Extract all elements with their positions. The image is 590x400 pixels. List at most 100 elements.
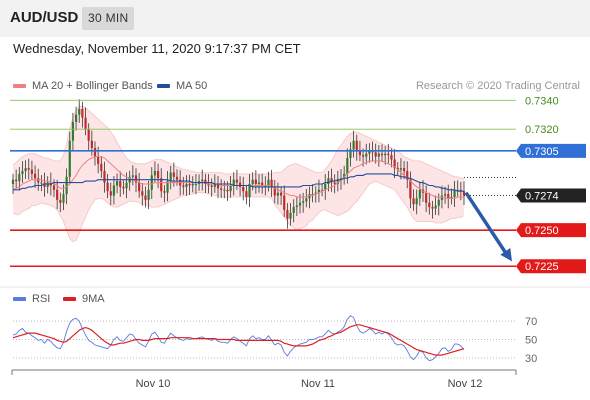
legend-9ma-label: 9MA xyxy=(82,293,105,305)
candle-body xyxy=(103,171,106,183)
candle-body xyxy=(349,149,352,159)
legend-ma20: MA 20 + Bollinger Bands xyxy=(13,80,153,92)
candle xyxy=(349,142,352,167)
candle-body xyxy=(169,172,172,182)
candle xyxy=(286,203,289,229)
forecast-arrow-shaft xyxy=(464,191,508,255)
candle xyxy=(456,180,459,198)
bb-upper-line xyxy=(12,105,464,179)
candle-body xyxy=(440,195,444,200)
level-label-resistance: 0.7320 xyxy=(525,124,559,136)
candle-body xyxy=(399,168,403,170)
legend-rsi-label: RSI xyxy=(32,293,51,305)
candle-body xyxy=(27,168,30,170)
candle-body xyxy=(100,163,103,172)
candle xyxy=(283,185,286,217)
candle-body xyxy=(302,201,305,203)
candle xyxy=(30,160,34,180)
ma20-swatch xyxy=(13,84,26,88)
candle-body xyxy=(235,179,239,183)
candle xyxy=(254,170,257,194)
candle-body xyxy=(292,207,295,213)
candle-body xyxy=(276,192,280,196)
candle xyxy=(78,99,81,123)
candle-body xyxy=(40,182,43,184)
x-tick-label: Nov 10 xyxy=(136,378,171,390)
x-tick-label: Nov 11 xyxy=(301,378,335,390)
candle-body xyxy=(37,178,40,183)
candle-body xyxy=(456,189,459,191)
candle-body xyxy=(295,205,298,208)
candle xyxy=(279,186,283,206)
level-label-support: 0.7225 xyxy=(525,261,559,273)
candle-body xyxy=(279,192,283,196)
candle-body xyxy=(327,178,330,185)
candle xyxy=(450,188,453,205)
candle-body xyxy=(131,175,134,177)
candle-body xyxy=(172,172,175,177)
candle xyxy=(276,182,280,205)
candle xyxy=(56,179,59,210)
rsi-tick-label: 70 xyxy=(525,316,537,328)
candle xyxy=(150,167,153,199)
candle xyxy=(355,134,358,161)
candle-body xyxy=(317,189,321,193)
candle-body xyxy=(125,182,128,189)
rsi-tick-label: 50 xyxy=(525,335,537,347)
candle xyxy=(74,106,78,131)
candle xyxy=(412,189,415,211)
candle-body xyxy=(283,195,286,210)
candle xyxy=(21,161,24,183)
candle-body xyxy=(286,209,289,219)
candle-body xyxy=(346,158,349,174)
candle-body xyxy=(431,207,434,209)
candle-body xyxy=(33,173,37,179)
candle-body xyxy=(144,195,147,200)
candle xyxy=(188,174,191,195)
candle xyxy=(374,143,377,164)
candle-body xyxy=(406,171,409,180)
candle-body xyxy=(226,189,229,192)
candle xyxy=(191,176,194,193)
candle-body xyxy=(251,179,254,185)
candle xyxy=(428,192,431,215)
candle xyxy=(380,144,384,163)
rsi-9ma-line xyxy=(12,324,465,356)
candle-body xyxy=(311,194,314,196)
level-tag-support xyxy=(516,259,586,274)
candle-body xyxy=(84,117,87,130)
candle-body xyxy=(434,205,437,209)
bb-lower-line xyxy=(12,180,465,243)
candle-body xyxy=(21,171,24,174)
candle-body xyxy=(191,184,194,186)
candle-body xyxy=(377,153,380,157)
legend-ma20-label: MA 20 + Bollinger Bands xyxy=(32,80,153,92)
candle xyxy=(273,179,276,204)
candle-body xyxy=(62,194,65,203)
chart-header: AUD/USD 30 MIN xyxy=(0,0,590,37)
candle-body xyxy=(78,108,81,115)
candle-body xyxy=(106,182,109,192)
timeframe-badge[interactable]: 30 MIN xyxy=(82,7,135,30)
candle-body xyxy=(245,191,248,197)
candle-body xyxy=(74,114,78,122)
candle-body xyxy=(59,199,62,203)
candle xyxy=(229,175,232,198)
candle xyxy=(311,184,314,203)
candle xyxy=(415,189,418,215)
candle xyxy=(453,181,456,207)
candle-body xyxy=(90,140,93,148)
candle xyxy=(396,162,399,176)
candle xyxy=(289,203,292,226)
candle-body xyxy=(330,178,333,183)
candle-body xyxy=(115,181,119,186)
candle-body xyxy=(119,181,122,187)
candle-body xyxy=(93,147,97,157)
rsi-tick-label: 30 xyxy=(525,353,537,365)
candle xyxy=(40,175,43,192)
candle-body xyxy=(412,198,415,205)
candle xyxy=(201,169,204,191)
candle-body xyxy=(11,179,15,185)
candle xyxy=(163,185,166,203)
